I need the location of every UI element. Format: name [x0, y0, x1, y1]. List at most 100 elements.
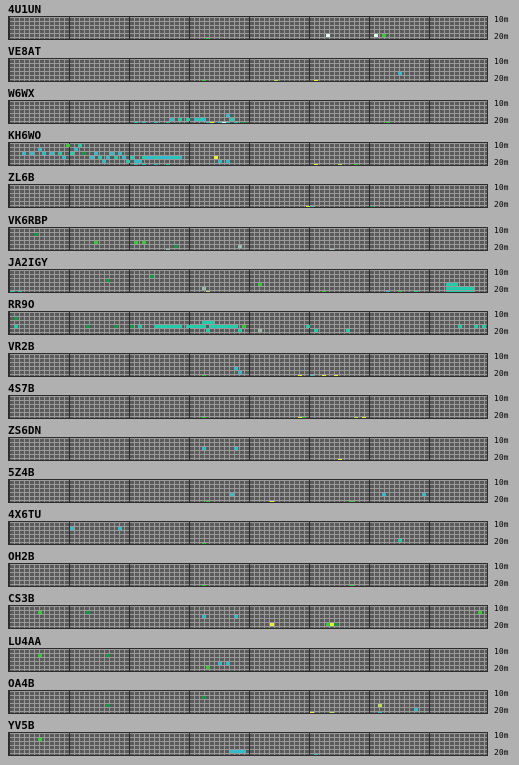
signal-spot	[226, 325, 230, 328]
signal-spot	[142, 241, 146, 244]
signal-spot	[214, 156, 218, 159]
band-label-bottom: 20m	[494, 748, 509, 757]
signal-spot	[230, 493, 234, 496]
signal-spot	[170, 118, 174, 121]
signal-spot	[106, 704, 110, 707]
beacon-row-lu4aa: LU4AA 10m 20m	[0, 632, 519, 674]
signal-spot	[70, 527, 74, 530]
signal-spot	[154, 164, 158, 165]
beacon-row-ja2igy: JA2IGY 10m 20m	[0, 253, 519, 295]
propagation-grid[interactable]	[8, 437, 488, 461]
signal-spot	[474, 325, 478, 328]
signal-spot	[378, 712, 382, 713]
beacon-row-vk6rbp: VK6RBP 10m 20m	[0, 211, 519, 253]
signal-spot	[202, 417, 206, 418]
signal-spot	[154, 156, 158, 159]
signal-spot	[134, 122, 138, 123]
propagation-grid[interactable]	[8, 311, 488, 335]
signal-spot	[202, 321, 206, 324]
signal-spot	[194, 118, 198, 121]
signal-spot	[330, 249, 334, 250]
signal-spot	[234, 750, 238, 753]
signal-spot	[90, 156, 94, 159]
signal-spot	[298, 417, 302, 418]
beacon-row-cs3b: CS3B 10m 20m	[0, 589, 519, 631]
signal-spot	[162, 325, 166, 328]
signal-spot	[326, 623, 330, 626]
band-label-top: 10m	[494, 478, 509, 487]
signal-spot	[234, 367, 238, 370]
propagation-grid[interactable]	[8, 648, 488, 672]
signal-spot	[114, 156, 118, 159]
signal-spot	[218, 122, 222, 123]
band-label-top: 10m	[494, 268, 509, 277]
signal-spot	[238, 245, 242, 248]
signal-spot	[178, 325, 182, 328]
signal-spot	[218, 662, 222, 665]
beacon-row-rr9o: RR9O 10m 20m	[0, 295, 519, 337]
band-label-top: 10m	[494, 604, 509, 613]
propagation-grid[interactable]	[8, 521, 488, 545]
signal-spot	[174, 245, 178, 248]
signal-spot	[314, 754, 318, 755]
band-label-bottom: 20m	[494, 369, 509, 378]
beacon-row-zl6b: ZL6B 10m 20m	[0, 168, 519, 210]
propagation-grid[interactable]	[8, 269, 488, 293]
band-label-bottom: 20m	[494, 706, 509, 715]
propagation-grid[interactable]	[8, 100, 488, 124]
signal-spot	[450, 287, 454, 290]
signal-spot	[134, 241, 138, 244]
signal-spot	[378, 704, 382, 707]
propagation-grid[interactable]	[8, 142, 488, 166]
signal-spot	[310, 206, 314, 207]
signal-spot	[458, 325, 462, 328]
signal-spot	[234, 447, 238, 450]
signal-spot	[422, 493, 426, 496]
propagation-grid[interactable]	[8, 227, 488, 251]
beacon-row-vr2b: VR2B 10m 20m	[0, 337, 519, 379]
signal-spot	[138, 160, 142, 163]
signal-spot	[338, 459, 342, 460]
signal-spot	[14, 325, 18, 328]
signal-spot	[22, 152, 26, 155]
signal-spot	[210, 325, 214, 328]
signal-spot	[74, 148, 78, 151]
signal-spot	[94, 152, 98, 155]
signal-spot	[134, 164, 138, 165]
signal-spot	[466, 287, 470, 290]
propagation-grid[interactable]	[8, 732, 488, 756]
propagation-grid[interactable]	[8, 353, 488, 377]
propagation-grid[interactable]	[8, 690, 488, 714]
signal-spot	[150, 156, 154, 159]
signal-spot	[314, 164, 318, 165]
beacon-row-w6wx: W6WX 10m 20m	[0, 84, 519, 126]
signal-spot	[86, 611, 90, 614]
band-label-bottom: 20m	[494, 32, 509, 41]
band-label-top: 10m	[494, 15, 509, 24]
signal-spot	[70, 152, 74, 155]
signal-spot	[58, 152, 62, 155]
signal-spot	[158, 325, 162, 328]
propagation-grid[interactable]	[8, 605, 488, 629]
propagation-grid[interactable]	[8, 479, 488, 503]
signal-spot	[134, 160, 138, 163]
signal-spot	[234, 122, 238, 123]
signal-spot	[94, 241, 98, 244]
propagation-grid[interactable]	[8, 184, 488, 208]
beacon-row-oa4b: OA4B 10m 20m	[0, 674, 519, 716]
band-label-top: 10m	[494, 99, 509, 108]
signal-spot	[230, 325, 234, 328]
propagation-grid[interactable]	[8, 395, 488, 419]
propagation-grid[interactable]	[8, 563, 488, 587]
signal-spot	[222, 325, 226, 328]
propagation-grid[interactable]	[8, 58, 488, 82]
signal-spot	[86, 325, 90, 328]
signal-spot	[206, 38, 210, 39]
propagation-grid[interactable]	[8, 16, 488, 40]
signal-spot	[162, 156, 166, 159]
signal-spot	[202, 118, 206, 121]
signal-spot	[186, 325, 190, 328]
beacon-row-zs6dn: ZS6DN 10m 20m	[0, 421, 519, 463]
signal-spot	[202, 325, 206, 328]
